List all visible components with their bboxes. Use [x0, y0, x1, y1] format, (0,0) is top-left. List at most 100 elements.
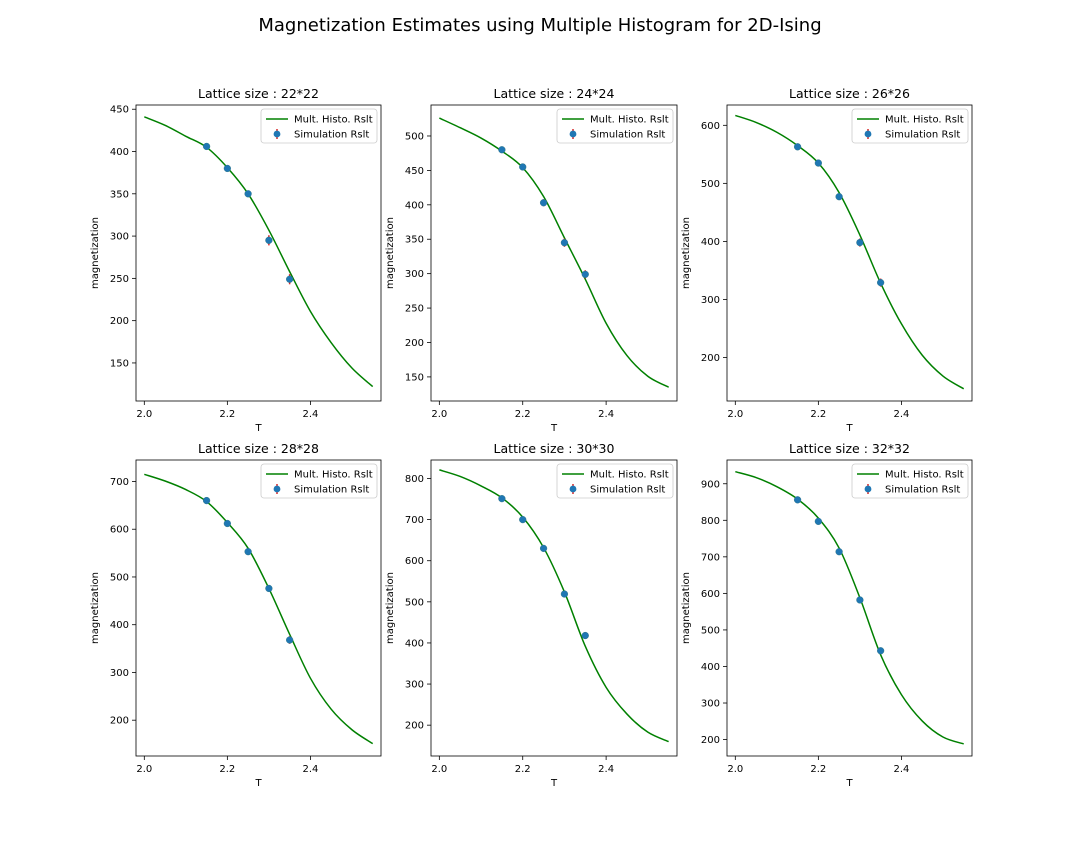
- legend-point-swatch: [864, 485, 872, 493]
- y-axis-label: magnetization: [681, 217, 692, 289]
- multiple-histogram-curve: [735, 114, 965, 390]
- legend-frame: [260, 463, 378, 499]
- y-tick-label: 250: [110, 274, 129, 285]
- x-tick-label: 2.2: [219, 409, 235, 420]
- axes-frame: [726, 104, 973, 402]
- legend-label: Mult. Histo. Rslt: [294, 115, 373, 126]
- y-tick-label: 200: [405, 721, 424, 732]
- multiple-histogram-curve: [439, 469, 669, 743]
- simulation-point: [539, 199, 548, 207]
- subplot-title: Lattice size : 28*28: [198, 441, 319, 456]
- legend-label: Simulation Rslt: [294, 130, 369, 141]
- x-axis-label: T: [254, 778, 262, 789]
- y-tick-label: 400: [701, 237, 720, 248]
- subplot-26x26: Lattice size : 26*26 2.0 2.2 2.4 200 300 400 50…: [681, 86, 973, 434]
- y-tick-label: 300: [405, 269, 424, 280]
- simulation-point: [286, 275, 294, 283]
- simulation-point: [519, 163, 527, 171]
- y-tick-label: 450: [110, 105, 129, 116]
- x-axis-label: T: [254, 423, 262, 434]
- legend-label: Mult. Histo. Rslt: [885, 470, 964, 481]
- simulation-point: [223, 164, 231, 173]
- y-axis-label: magnetization: [681, 572, 692, 644]
- plot-area: [727, 105, 972, 401]
- subplot-32x32: Lattice size : 32*32 2.0 2.2 2.4 200 300 400 50…: [681, 441, 973, 789]
- legend-point-swatch: [273, 130, 281, 138]
- simulation-point: [265, 236, 273, 244]
- y-tick-label: 600: [701, 589, 720, 600]
- subplot-title: Lattice size : 32*32: [789, 441, 910, 456]
- simulation-point: [877, 279, 885, 287]
- legend-point-swatch: [569, 485, 577, 493]
- simulation-point: [498, 146, 506, 154]
- y-tick-label: 200: [701, 353, 720, 364]
- x-axis-label: T: [845, 778, 853, 789]
- subplot-title: Lattice size : 22*22: [198, 86, 319, 101]
- legend-label: Mult. Histo. Rslt: [590, 115, 669, 126]
- simulation-point: [560, 590, 569, 598]
- x-tick-label: 2.2: [810, 409, 826, 420]
- legend-point-swatch: [569, 130, 577, 138]
- subplot-30x30: Lattice size : 30*30 2.0 2.2 2.4 200 300 400 50…: [385, 441, 678, 789]
- legend: Mult. Histo. Rslt Simulation Rslt: [556, 463, 674, 499]
- legend-point-swatch: [864, 130, 872, 138]
- y-tick-label: 400: [405, 638, 424, 649]
- x-tick-label: 2.0: [727, 409, 743, 420]
- plot-area: [431, 105, 677, 401]
- y-tick-label: 700: [110, 477, 129, 488]
- legend-frame: [260, 108, 378, 144]
- legend-label: Simulation Rslt: [294, 485, 369, 496]
- y-tick-label: 800: [701, 516, 720, 527]
- simulation-point: [244, 548, 252, 556]
- x-tick-label: 2.4: [302, 764, 318, 775]
- simulation-point: [202, 496, 211, 505]
- simulation-point: [581, 631, 589, 640]
- y-tick-label: 200: [110, 716, 129, 727]
- simulation-point: [835, 548, 843, 556]
- legend-frame: [556, 108, 674, 144]
- y-tick-label: 450: [405, 166, 424, 177]
- legend-label: Mult. Histo. Rslt: [294, 470, 373, 481]
- simulation-point: [793, 143, 802, 151]
- y-tick-label: 500: [110, 572, 129, 583]
- subplot-title: Lattice size : 24*24: [494, 86, 615, 101]
- simulation-point: [856, 596, 864, 604]
- legend-label: Simulation Rslt: [885, 485, 960, 496]
- axes-frame: [135, 459, 382, 757]
- subplot-28x28: Lattice size : 28*28 2.0 2.2 2.4 200 300 400 50…: [90, 441, 382, 789]
- subplot-title: Lattice size : 30*30: [494, 441, 615, 456]
- simulation-point: [202, 142, 211, 151]
- multiple-histogram-curve: [439, 117, 670, 388]
- legend-frame: [851, 463, 969, 499]
- simulation-point: [581, 270, 589, 278]
- plot-area: [136, 460, 381, 756]
- x-tick-label: 2.2: [515, 409, 531, 420]
- y-tick-label: 150: [405, 372, 424, 383]
- y-tick-label: 300: [405, 680, 424, 691]
- y-tick-label: 600: [701, 121, 720, 132]
- axes-frame: [135, 104, 382, 402]
- simulation-point: [793, 496, 802, 504]
- simulation-point: [223, 519, 231, 528]
- plot-area: [727, 460, 972, 756]
- legend: Mult. Histo. Rslt Simulation Rslt: [851, 108, 969, 144]
- y-tick-label: 350: [405, 235, 424, 246]
- x-tick-label: 2.0: [136, 409, 152, 420]
- simulation-point: [560, 239, 569, 247]
- x-axis-label: T: [845, 423, 853, 434]
- simulation-point: [814, 159, 822, 167]
- y-axis-label: magnetization: [90, 572, 101, 644]
- subplot-title: Lattice size : 26*26: [789, 86, 910, 101]
- x-tick-label: 2.0: [431, 409, 447, 420]
- simulation-point: [244, 190, 252, 198]
- y-tick-label: 200: [405, 338, 424, 349]
- x-tick-label: 2.0: [136, 764, 152, 775]
- y-tick-label: 400: [701, 662, 720, 673]
- x-tick-label: 2.0: [727, 764, 743, 775]
- multiple-histogram-curve: [144, 116, 374, 388]
- legend: Mult. Histo. Rslt Simulation Rslt: [556, 108, 674, 144]
- legend-label: Simulation Rslt: [590, 485, 665, 496]
- y-tick-label: 600: [110, 525, 129, 536]
- legend-label: Mult. Histo. Rslt: [885, 115, 964, 126]
